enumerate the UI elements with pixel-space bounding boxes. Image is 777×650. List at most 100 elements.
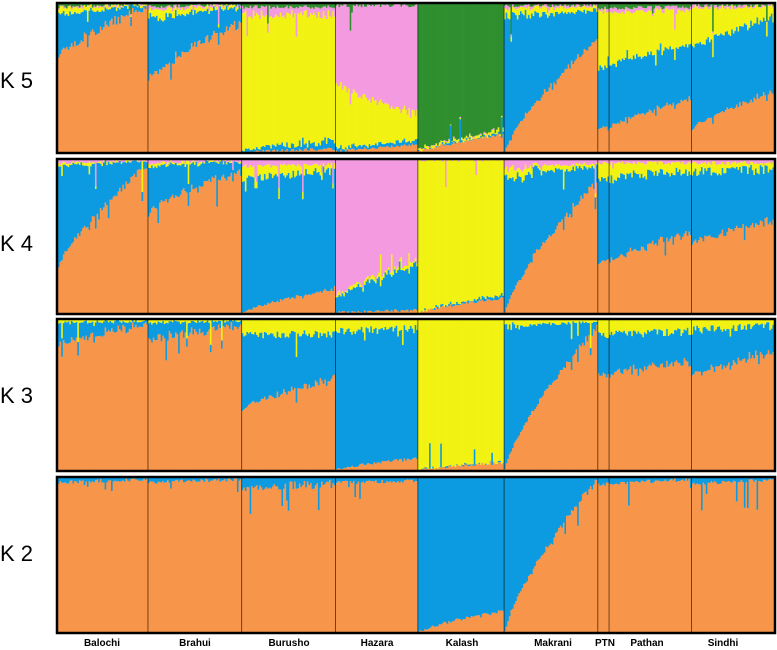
bar-segment-yellow [78, 162, 81, 165]
bar-segment-green [330, 4, 333, 8]
bar-segment-orange [368, 463, 371, 470]
bar-segment-yellow [766, 22, 769, 37]
bar-segment-yellow [367, 275, 370, 280]
bar-segment-orange [62, 47, 65, 152]
bar-segment-pink [325, 7, 328, 19]
bar-segment-orange [356, 149, 358, 152]
bar-segment-yellow [516, 320, 519, 325]
bar-segment-pink [581, 160, 584, 165]
bar-segment-green [363, 4, 366, 7]
bar-segment-yellow [409, 117, 412, 143]
bar-segment-yellow [425, 146, 428, 149]
bar-segment-blue [109, 163, 112, 200]
bar-segment-blue [70, 14, 73, 44]
bar-segment-pink [406, 160, 409, 267]
bar-segment-blue [289, 148, 292, 151]
bar-segment-orange [718, 234, 721, 313]
bar-segment-green [136, 4, 139, 7]
bar-segment-yellow [246, 320, 249, 332]
bar-segment-green [324, 4, 327, 7]
bar-segment-orange [740, 105, 743, 152]
bar-segment-pink [338, 160, 341, 291]
bar-segment-blue [205, 322, 208, 335]
bar-segment-orange [265, 150, 268, 152]
bar-segment-blue [370, 145, 373, 149]
bar-segment-orange [371, 312, 374, 313]
bar-segment-green [666, 4, 669, 6]
bar-segment-blue [211, 10, 214, 36]
bar-segment-blue [64, 164, 67, 251]
bar-segment-pink [697, 160, 700, 165]
bar-segment-yellow [379, 99, 382, 142]
bar-segment-blue [302, 333, 304, 389]
bar-segment-blue [120, 163, 123, 192]
bar-segment-yellow [127, 320, 130, 323]
bar-segment-yellow [349, 285, 352, 291]
bar-segment-blue [115, 162, 118, 197]
bar-segment-orange [168, 62, 171, 152]
bar-segment-orange [697, 122, 700, 152]
bar-segment-blue [394, 269, 397, 310]
bar-segment-orange [747, 103, 749, 152]
bar-segment-pink [300, 160, 303, 167]
bar-segment-blue [376, 278, 379, 311]
bar-segment-orange [704, 235, 707, 313]
bar-segment-blue [508, 177, 511, 300]
bar-segment-pink [186, 5, 189, 9]
bar-segment-blue [62, 11, 65, 48]
bar-segment-blue [527, 14, 530, 112]
bar-segment-blue [349, 147, 352, 150]
bar-segment-pink [615, 160, 618, 164]
bar-segment-blue [546, 170, 549, 239]
bar-segment-green [149, 4, 152, 6]
bar-segment-orange [233, 21, 236, 153]
bar-segment-orange [577, 204, 580, 313]
bar-segment-yellow [206, 160, 209, 161]
bar-segment-orange [171, 63, 174, 152]
bar-segment-orange [80, 40, 83, 152]
bar-segment-yellow [499, 160, 502, 296]
bar-segment-blue [629, 58, 632, 119]
bar-segment-blue [573, 14, 576, 62]
bar-segment-pink [604, 160, 607, 162]
bar-segment-blue [513, 324, 516, 443]
bar-segment-orange [488, 464, 491, 470]
bar-segment-green [586, 4, 589, 5]
bar-segment-blue [289, 178, 292, 300]
bar-segment-orange [378, 462, 381, 470]
bar-segment-orange [642, 371, 645, 470]
bar-segment-yellow [710, 164, 713, 176]
bar-segment-yellow [317, 165, 320, 172]
bar-segment-orange [489, 137, 492, 152]
bar-segment-blue [252, 334, 255, 401]
bar-segment-pink [770, 160, 773, 165]
bar-segment-orange [341, 311, 344, 313]
bar-segment-orange [545, 91, 548, 152]
bar-segment-yellow [387, 104, 390, 144]
bar-segment-orange [770, 224, 773, 313]
bar-segment-pink [531, 6, 534, 10]
bar-segment-blue [221, 9, 223, 33]
bar-segment-yellow [192, 320, 195, 321]
bar-segment-orange [381, 461, 384, 470]
bar-segment-pink [413, 160, 416, 262]
group-burusho [241, 4, 336, 152]
bar-segment-orange [441, 467, 444, 470]
bar-segment-yellow [112, 6, 115, 8]
bar-segment-blue [408, 140, 411, 145]
bar-segment-pink [260, 5, 263, 11]
bar-segment-yellow [682, 10, 684, 46]
bar-segment-orange [224, 32, 227, 152]
bar-segment-orange [597, 373, 600, 470]
bar-segment-yellow [265, 320, 268, 333]
bar-segment-orange [408, 459, 411, 470]
bar-segment-yellow [492, 129, 495, 134]
bar-segment-pink [658, 5, 661, 11]
bar-segment-pink [154, 6, 157, 9]
bar-segment-yellow [376, 320, 379, 334]
bar-segment-orange [704, 121, 707, 152]
bar-segment-yellow [413, 110, 416, 141]
bar-segment-pink [723, 6, 726, 9]
bar-segment-yellow [460, 320, 463, 465]
bar-segment-orange [623, 256, 626, 313]
